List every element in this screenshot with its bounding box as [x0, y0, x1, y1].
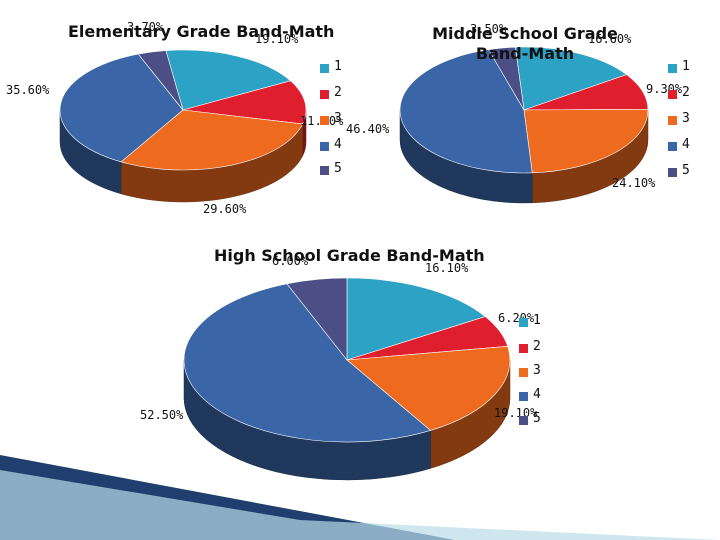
legend-label: 3 — [334, 111, 342, 126]
middle-school-label-1: 16.60% — [588, 32, 632, 46]
legend-swatch — [668, 90, 677, 99]
legend-label: 1 — [682, 59, 690, 74]
middle-school-chart-title-line: Middle School Grade Band-Math — [405, 24, 645, 64]
high-school-label-1: 16.10% — [425, 261, 469, 275]
decoration-light-wedge — [0, 470, 720, 540]
legend-label: 1 — [533, 313, 541, 328]
pie-slice-4 — [183, 283, 432, 443]
pie-slice-5 — [137, 50, 184, 111]
legend-swatch — [668, 142, 677, 151]
pie-slice-4 — [59, 53, 184, 163]
pie-slice-1 — [346, 277, 486, 361]
legend-swatch — [519, 392, 528, 401]
elementary-label-5: 3.70% — [127, 20, 164, 34]
legend-swatch — [320, 90, 329, 99]
legend-swatch — [668, 64, 677, 73]
middle-school-label-5: 3.50% — [470, 22, 507, 36]
legend-label: 4 — [682, 137, 690, 152]
legend-swatch — [320, 116, 329, 125]
legend-swatch — [320, 142, 329, 151]
legend-swatch — [320, 64, 329, 73]
legend-swatch — [519, 344, 528, 353]
legend-label: 2 — [682, 85, 690, 100]
legend-label: 1 — [334, 59, 342, 74]
elementary-chart-title: Elementary Grade Band-Math — [68, 22, 335, 41]
legend-label: 3 — [533, 363, 541, 378]
legend-swatch — [668, 168, 677, 177]
high-school-label-3: 19.10% — [494, 406, 538, 420]
pie-slice-3 — [346, 345, 511, 431]
legend-swatch — [320, 166, 329, 175]
middle-school-chart-title: Middle School Grade Band-Math — [432, 24, 618, 63]
legend-label: 2 — [334, 85, 342, 100]
legend-label: 2 — [533, 339, 541, 354]
middle-school-label-4: 46.40% — [346, 122, 390, 136]
high-school-chart-title: High School Grade Band-Math — [214, 246, 485, 265]
legend-label: 3 — [682, 111, 690, 126]
elementary-label-3: 29.60% — [203, 202, 247, 216]
elementary-label-4: 35.60% — [6, 83, 50, 97]
pie-slice-3 — [523, 108, 649, 174]
legend-label: 4 — [533, 387, 541, 402]
pie-slice-3 — [120, 109, 304, 171]
high-school-label-2: 6.20% — [498, 311, 535, 325]
legend-label: 4 — [334, 137, 342, 152]
legend-swatch — [519, 368, 528, 377]
pie-slice-2 — [182, 80, 307, 125]
high-school-label-4: 52.50% — [140, 408, 184, 422]
legend-swatch — [519, 318, 528, 327]
pie-slice-1 — [165, 49, 292, 111]
pie-slice-1 — [515, 46, 628, 111]
elementary-label-1: 19.10% — [255, 32, 299, 46]
legend-swatch — [519, 416, 528, 425]
legend-swatch — [668, 116, 677, 125]
legend-label: 5 — [334, 161, 342, 176]
pie-slice-5 — [286, 277, 348, 361]
legend-label: 5 — [533, 411, 541, 426]
pie-slice-4 — [399, 49, 533, 174]
middle-school-label-3: 24.10% — [612, 176, 656, 190]
legend-label: 5 — [682, 163, 690, 178]
pie-slice-5 — [488, 46, 525, 111]
high-school-label-5: 6.00% — [272, 254, 309, 268]
